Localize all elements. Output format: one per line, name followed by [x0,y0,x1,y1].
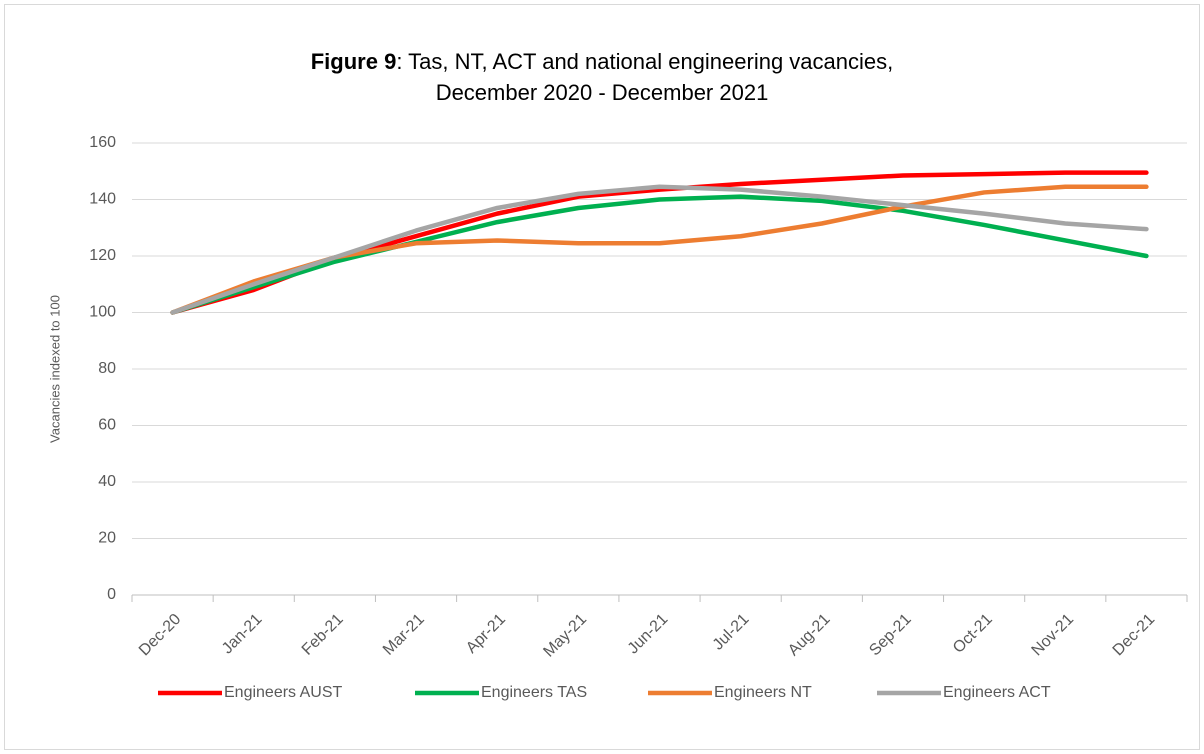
y-tick-label: 60 [98,417,116,434]
title-bold: Figure 9 [311,49,397,74]
y-tick-label: 40 [98,473,116,490]
legend-label: Engineers TAS [481,684,587,701]
y-tick-label: 0 [107,586,116,603]
title-rest: : Tas, NT, ACT and national engineering … [396,49,893,74]
y-tick-label: 80 [98,360,116,377]
legend-label: Engineers ACT [943,684,1051,701]
chart-title: Figure 9: Tas, NT, ACT and national engi… [311,49,894,74]
y-tick-label: 160 [89,134,116,151]
y-tick-label: 20 [98,530,116,547]
series-line [170,194,1149,315]
chart-border [4,4,1200,750]
y-tick-label: 140 [89,191,116,208]
legend-label: Engineers AUST [224,684,343,701]
chart-subtitle: December 2020 - December 2021 [436,80,769,105]
series-line [170,184,1149,315]
legend-label: Engineers NT [714,684,812,701]
y-axis-label: Vacancies indexed to 100 [47,295,62,443]
y-tick-label: 100 [89,304,116,321]
y-tick-label: 120 [89,247,116,264]
